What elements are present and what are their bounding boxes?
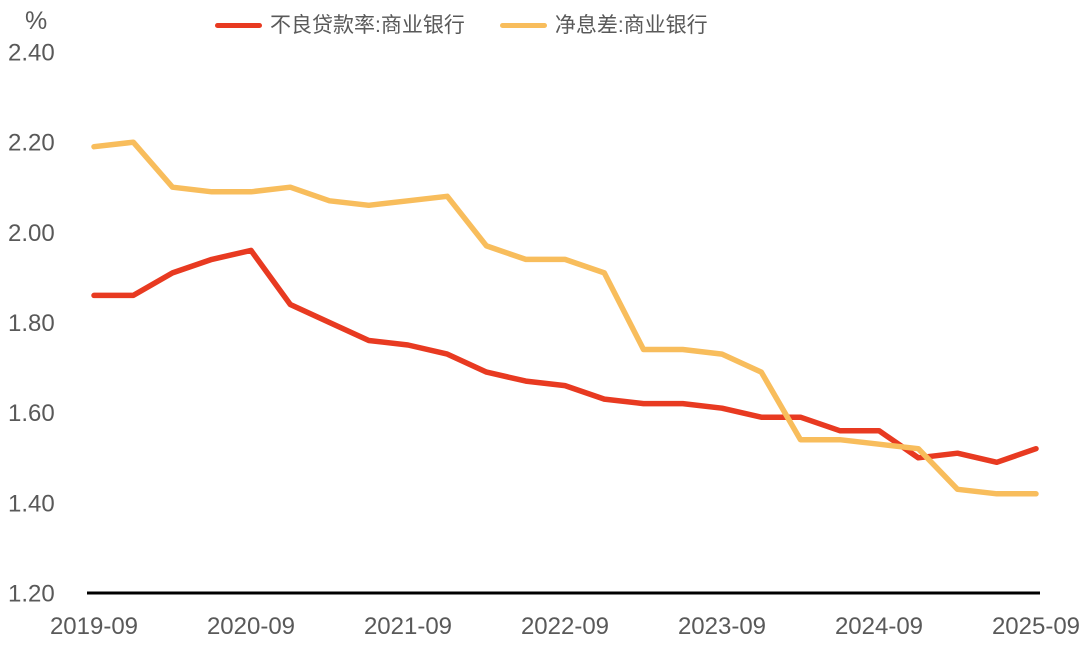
y-tick-label: 2.00: [8, 220, 55, 247]
y-axis-unit-label: %: [25, 7, 48, 35]
legend-item-npl: 不良贷款率:商业银行: [215, 14, 465, 37]
legend-swatch-nim: [499, 23, 547, 29]
x-tick-label: 2022-09: [521, 613, 609, 640]
legend: 不良贷款率:商业银行 净息差:商业银行: [215, 14, 708, 37]
legend-swatch-npl: [215, 23, 262, 29]
legend-label-npl: 不良贷款率:商业银行: [270, 14, 465, 37]
y-tick-label: 2.40: [8, 40, 55, 67]
y-tick-label: 1.40: [8, 490, 55, 517]
x-tick-label: 2021-09: [364, 613, 452, 640]
legend-item-nim: 净息差:商业银行: [499, 14, 708, 37]
legend-label-nim: 净息差:商业银行: [554, 14, 708, 37]
x-tick-label: 2019-09: [50, 613, 138, 640]
series-line-1: [91, 139, 1039, 497]
y-tick-label: 1.20: [8, 581, 55, 608]
series-line-0: [91, 247, 1039, 466]
x-tick-label: 2023-09: [678, 613, 766, 640]
x-tick-label: 2024-09: [835, 613, 923, 640]
y-tick-label: 2.20: [8, 130, 55, 157]
y-tick-label: 1.80: [8, 310, 55, 337]
x-tick-label: 2025-09: [992, 613, 1080, 640]
x-tick-label: 2020-09: [207, 613, 295, 640]
y-tick-label: 1.60: [8, 400, 55, 427]
